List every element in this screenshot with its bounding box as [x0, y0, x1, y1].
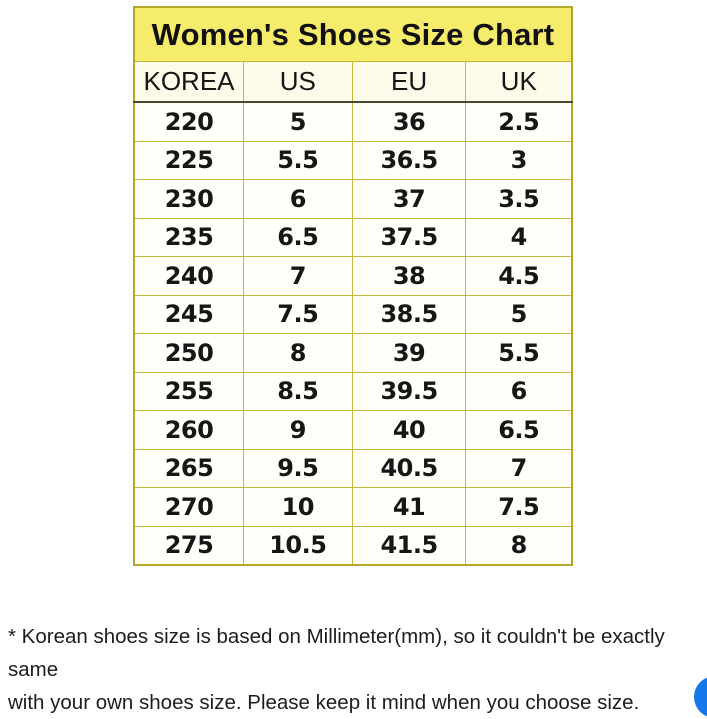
table-row: 255 8.5 39.5 6 — [133, 371, 573, 411]
table-cell: 39 — [351, 333, 467, 373]
table-row: 235 6.5 37.5 4 — [133, 217, 573, 257]
table-cell: 41 — [351, 487, 467, 527]
table-cell: 260 — [133, 410, 244, 450]
table-cell: 38.5 — [351, 294, 467, 334]
table-cell: 4.5 — [465, 256, 573, 296]
table-cell: 245 — [133, 294, 244, 334]
table-cell: 5 — [243, 101, 353, 142]
table-cell: 5 — [465, 294, 573, 334]
footnote: * Korean shoes size is based on Millimet… — [8, 620, 698, 719]
table-cell: 3 — [465, 140, 573, 180]
size-chart-table: Women's Shoes Size Chart KOREA US EU UK … — [133, 6, 573, 566]
table-cell: 7 — [465, 448, 573, 488]
table-row: 265 9.5 40.5 7 — [133, 448, 573, 488]
table-cell: 270 — [133, 487, 244, 527]
column-header-eu: EU — [351, 61, 467, 103]
table-row: 230 6 37 3.5 — [133, 179, 573, 219]
table-row: 240 7 38 4.5 — [133, 256, 573, 296]
table-cell: 37.5 — [351, 217, 467, 257]
table-cell: 9 — [243, 410, 353, 450]
footnote-line-1: * Korean shoes size is based on Millimet… — [8, 625, 665, 681]
table-cell: 2.5 — [465, 101, 573, 142]
table-cell: 6.5 — [243, 217, 353, 257]
table-cell: 10.5 — [243, 525, 353, 566]
table-cell: 7 — [243, 256, 353, 296]
title-row: Women's Shoes Size Chart — [133, 6, 573, 62]
table-cell: 36.5 — [351, 140, 467, 180]
table-cell: 5.5 — [465, 333, 573, 373]
table-cell: 8 — [243, 333, 353, 373]
table-cell: 275 — [133, 525, 244, 566]
table-cell: 40 — [351, 410, 467, 450]
table-cell: 6 — [465, 371, 573, 411]
table-row: 225 5.5 36.5 3 — [133, 140, 573, 180]
table-cell: 8.5 — [243, 371, 353, 411]
table-cell: 240 — [133, 256, 244, 296]
table-cell: 235 — [133, 217, 244, 257]
table-title: Women's Shoes Size Chart — [133, 6, 573, 62]
table-cell: 8 — [465, 525, 573, 566]
table-cell: 230 — [133, 179, 244, 219]
table-cell: 37 — [351, 179, 467, 219]
table-cell: 6.5 — [465, 410, 573, 450]
table-row: 250 8 39 5.5 — [133, 333, 573, 373]
table-cell: 250 — [133, 333, 244, 373]
table-row: 220 5 36 2.5 — [133, 101, 573, 142]
table-cell: 39.5 — [351, 371, 467, 411]
table-cell: 7.5 — [465, 487, 573, 527]
column-header-uk: UK — [465, 61, 573, 103]
table-row: 245 7.5 38.5 5 — [133, 294, 573, 334]
footnote-line-2: with your own shoes size. Please keep it… — [8, 691, 640, 714]
table-cell: 265 — [133, 448, 244, 488]
table-cell: 255 — [133, 371, 244, 411]
table-cell: 36 — [351, 101, 467, 142]
column-header-korea: KOREA — [133, 61, 244, 103]
table-row: 260 9 40 6.5 — [133, 410, 573, 450]
table-cell: 38 — [351, 256, 467, 296]
table-cell: 220 — [133, 101, 244, 142]
table-cell: 225 — [133, 140, 244, 180]
table-cell: 6 — [243, 179, 353, 219]
table-cell: 10 — [243, 487, 353, 527]
table-cell: 4 — [465, 217, 573, 257]
table-row: 270 10 41 7.5 — [133, 487, 573, 527]
table-cell: 41.5 — [351, 525, 467, 566]
table-body: 220 5 36 2.5 225 5.5 36.5 3 230 6 37 3.5 235 6.5 37.5 4… — [133, 101, 573, 566]
table-cell: 3.5 — [465, 179, 573, 219]
table-row: 275 10.5 41.5 8 — [133, 525, 573, 566]
table-cell: 7.5 — [243, 294, 353, 334]
header-row: KOREA US EU UK — [133, 61, 573, 103]
column-header-us: US — [243, 61, 353, 103]
table-cell: 5.5 — [243, 140, 353, 180]
table-cell: 9.5 — [243, 448, 353, 488]
table-cell: 40.5 — [351, 448, 467, 488]
